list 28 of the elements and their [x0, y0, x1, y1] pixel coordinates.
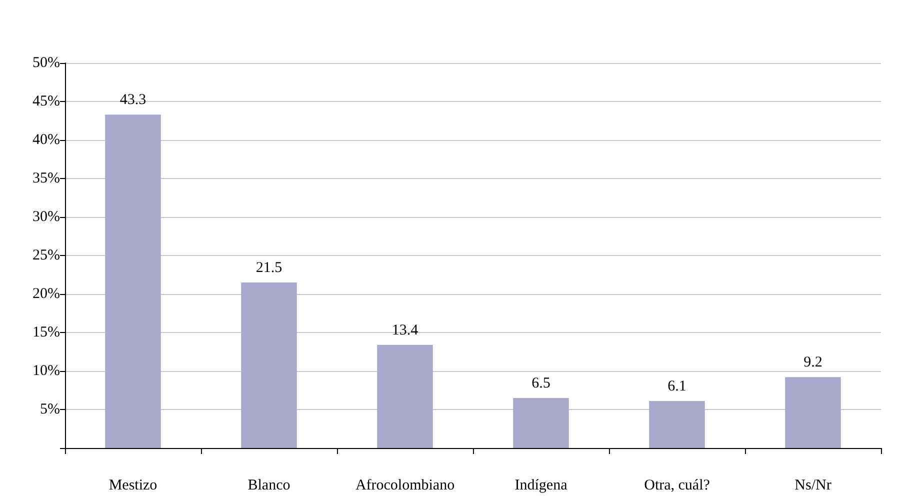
- x-tick-label: Ns/Nr: [794, 478, 832, 494]
- y-tick-label: 40%: [32, 132, 60, 148]
- y-tick-label: 30%: [32, 209, 60, 225]
- y-tick-label: 25%: [32, 248, 60, 264]
- bar: [649, 401, 705, 448]
- bar: [241, 282, 297, 448]
- x-tick-label: Otra, cuál?: [644, 478, 710, 494]
- bar: [513, 398, 569, 448]
- data-label: 21.5: [256, 260, 282, 276]
- y-tick-label: 10%: [32, 363, 60, 379]
- x-tick-label: Mestizo: [108, 478, 158, 494]
- data-label: 9.2: [804, 354, 822, 371]
- data-label: 43.3: [120, 92, 146, 108]
- y-tick-label: 50%: [32, 55, 60, 71]
- x-tick-label: Blanco: [248, 478, 290, 494]
- y-tick-label: 20%: [32, 286, 60, 302]
- data-label: 6.5: [532, 375, 550, 392]
- y-tick-label: 35%: [32, 170, 60, 186]
- y-tick-label: 5%: [40, 402, 60, 418]
- x-tick-label: Afrocolombiano: [355, 478, 455, 494]
- y-tick-label: 15%: [32, 324, 60, 340]
- x-tick-label: Indígena: [514, 478, 568, 494]
- data-label: 6.1: [668, 378, 686, 395]
- bar: [105, 114, 161, 448]
- bar: [785, 377, 841, 448]
- bar: [377, 344, 433, 448]
- data-label: 13.4: [392, 322, 419, 338]
- y-tick-label: 45%: [32, 94, 60, 110]
